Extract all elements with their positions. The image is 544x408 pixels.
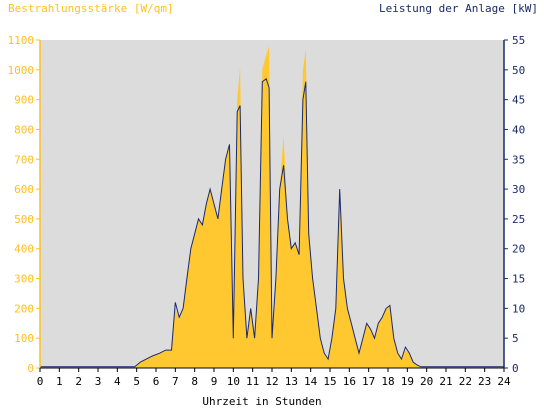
left-tick-label: 200 [14, 302, 34, 315]
x-tick-label: 17 [362, 375, 375, 388]
x-tick-label: 2 [75, 375, 82, 388]
right-y-ticks: 0 5 10 15 20 25 30 35 40 45 50 55 [504, 34, 525, 375]
left-tick-label: 1000 [8, 64, 35, 77]
right-tick-label: 15 [512, 273, 525, 286]
right-axis-title: Leistung der Anlage [kW] [379, 2, 538, 15]
x-tick-label: 22 [459, 375, 472, 388]
x-tick-label: 4 [114, 375, 121, 388]
right-tick-label: 25 [512, 213, 525, 226]
right-tick-label: 50 [512, 64, 525, 77]
x-tick-label: 21 [439, 375, 452, 388]
right-tick-label: 40 [512, 123, 525, 136]
x-axis-label: Uhrzeit in Stunden [202, 395, 321, 408]
x-tick-label: 15 [323, 375, 336, 388]
x-tick-label: 20 [420, 375, 433, 388]
x-tick-label: 7 [172, 375, 179, 388]
left-tick-label: 600 [14, 183, 34, 196]
left-y-ticks: 0 100 200 300 400 500 600 700 800 900 1000 1100 [8, 34, 40, 375]
left-tick-label: 800 [14, 123, 34, 136]
x-tick-label: 12 [265, 375, 278, 388]
right-tick-label: 5 [512, 332, 519, 345]
x-tick-label: 10 [227, 375, 240, 388]
left-tick-label: 500 [14, 213, 34, 226]
x-tick-label: 9 [211, 375, 218, 388]
left-tick-label: 900 [14, 94, 34, 107]
right-tick-label: 0 [512, 362, 519, 375]
x-tick-label: 23 [478, 375, 491, 388]
left-tick-label: 0 [27, 362, 34, 375]
right-tick-label: 30 [512, 183, 525, 196]
x-tick-label: 18 [381, 375, 394, 388]
x-tick-label: 13 [285, 375, 298, 388]
x-tick-label: 0 [37, 375, 44, 388]
right-tick-label: 20 [512, 243, 525, 256]
left-tick-label: 700 [14, 153, 34, 166]
x-tick-label: 24 [497, 375, 511, 388]
x-tick-label: 14 [304, 375, 318, 388]
x-tick-label: 3 [95, 375, 102, 388]
left-axis-title: Bestrahlungsstärke [W/qm] [8, 2, 174, 15]
left-tick-label: 400 [14, 243, 34, 256]
x-tick-label: 11 [246, 375, 259, 388]
left-tick-label: 300 [14, 273, 34, 286]
right-tick-label: 10 [512, 302, 525, 315]
x-ticks: 0 1 2 3 4 5 6 7 8 9 10 11 12 13 14 15 16 17 18 19 20 21 22 23 24 [37, 368, 511, 388]
power-line [40, 77, 504, 368]
x-tick-label: 5 [133, 375, 140, 388]
x-tick-label: 8 [191, 375, 198, 388]
left-tick-label: 1100 [8, 34, 35, 47]
right-tick-label: 35 [512, 153, 525, 166]
x-tick-label: 19 [401, 375, 414, 388]
x-tick-label: 6 [153, 375, 160, 388]
right-tick-label: 55 [512, 34, 525, 47]
right-tick-label: 45 [512, 94, 525, 107]
left-tick-label: 100 [14, 332, 34, 345]
x-tick-label: 16 [343, 375, 356, 388]
x-tick-label: 1 [56, 375, 63, 388]
